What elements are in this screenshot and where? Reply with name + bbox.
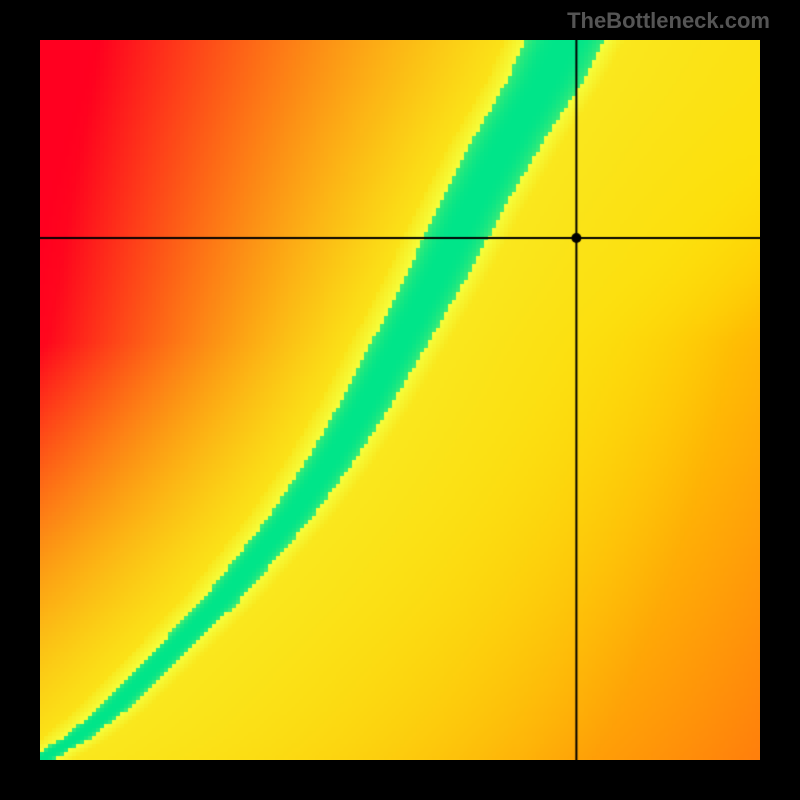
watermark-text: TheBottleneck.com — [567, 8, 770, 34]
bottleneck-heatmap — [40, 40, 760, 760]
